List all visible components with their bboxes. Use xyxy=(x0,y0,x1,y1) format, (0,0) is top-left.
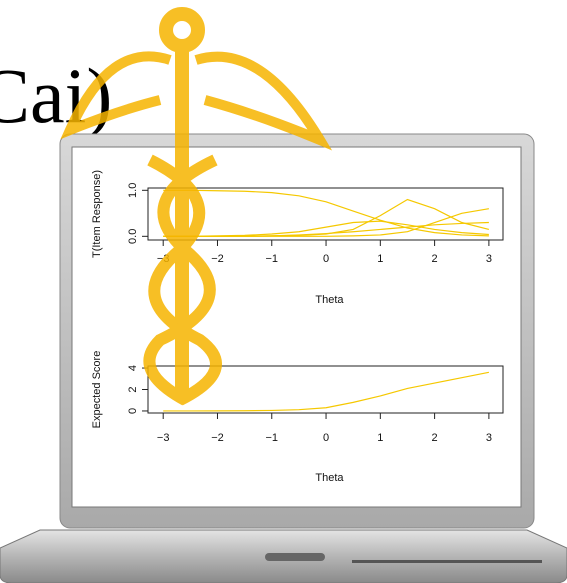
y-tick-label: 2 xyxy=(127,386,139,392)
series-line xyxy=(163,189,489,237)
x-tick-label: −1 xyxy=(265,432,278,444)
y-tick-label: 4 xyxy=(127,365,139,371)
y-tick-label: 0 xyxy=(127,408,139,414)
plot-box xyxy=(147,187,504,241)
y-axis-label: Expected Score xyxy=(91,351,103,429)
series-line xyxy=(163,221,489,237)
x-tick-label: −2 xyxy=(211,432,224,444)
x-tick-label: 3 xyxy=(486,253,492,265)
x-tick-label: 1 xyxy=(377,253,383,265)
x-tick-label: 0 xyxy=(323,432,329,444)
heading: Cai) xyxy=(0,52,112,139)
series-line xyxy=(163,371,490,412)
y-tick-label: 0.0 xyxy=(127,229,139,244)
x-tick-label: −3 xyxy=(157,432,170,444)
x-tick-label: 2 xyxy=(432,253,438,265)
x-tick-label: 0 xyxy=(323,253,329,265)
x-axis-label: Theta xyxy=(315,472,344,484)
y-tick-label: 1.0 xyxy=(127,183,139,198)
laptop xyxy=(0,133,567,583)
caduceus-watermark xyxy=(60,7,333,406)
x-tick-label: −2 xyxy=(211,253,224,265)
x-tick-label: 2 xyxy=(432,432,438,444)
x-tick-label: 3 xyxy=(486,432,492,444)
x-axis-label: Theta xyxy=(315,294,344,306)
x-tick-label: 1 xyxy=(377,432,383,444)
x-tick-label: −1 xyxy=(265,253,278,265)
y-axis-label: T(Item Response) xyxy=(91,170,103,258)
